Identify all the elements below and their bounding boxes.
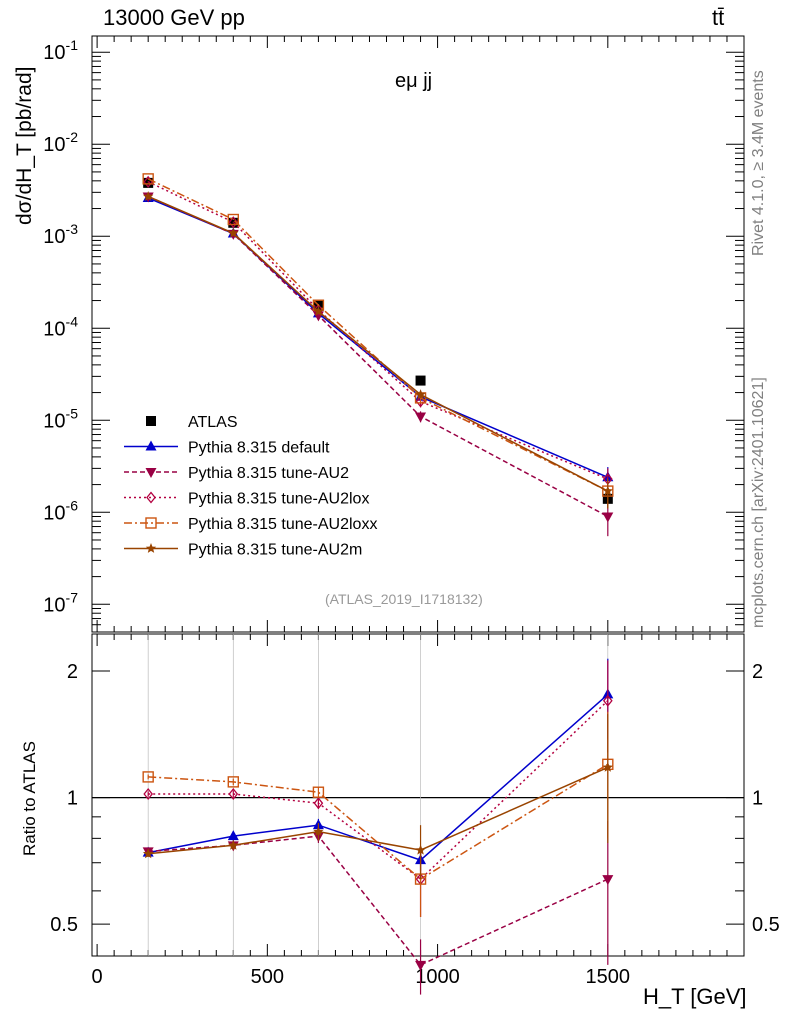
energy-label: 13000 GeV pp xyxy=(103,5,245,30)
series-main-series-0 xyxy=(143,177,613,509)
data-point xyxy=(602,512,614,523)
ratio-y-axis-title-text: Ratio to ATLAS xyxy=(20,741,39,856)
data-point xyxy=(227,776,239,788)
series-line xyxy=(148,700,609,881)
legend-entry: Pythia 8.315 tune-AU2lox xyxy=(124,491,369,508)
legend-marker xyxy=(145,543,157,553)
legend-marker xyxy=(146,416,156,426)
legend-marker xyxy=(145,468,157,478)
legend-entry: ATLAS xyxy=(146,414,238,431)
series-main-series-2 xyxy=(142,192,614,537)
data-point xyxy=(228,839,239,850)
series-line xyxy=(147,197,609,478)
data-point xyxy=(313,306,324,316)
data-point xyxy=(602,875,614,886)
main-y-tick-exponent: -5 xyxy=(66,405,79,421)
legend-marker xyxy=(145,440,157,451)
legend-label: Pythia 8.315 default xyxy=(188,440,330,457)
legend-label: Pythia 8.315 tune-AU2 xyxy=(188,465,349,482)
data-point xyxy=(142,771,154,783)
data-point xyxy=(415,375,426,386)
ratio-y-tick-label-right: 1 xyxy=(752,788,763,810)
data-point xyxy=(313,826,324,837)
main-y-tick-label: 10-4 xyxy=(43,313,78,340)
x-tick-label: 1000 xyxy=(415,966,460,988)
data-point xyxy=(415,844,426,855)
series-ratio-series-4 xyxy=(142,714,613,880)
legend-label: Pythia 8.315 tune-AU2loxx xyxy=(188,516,377,533)
main-y-tick-exponent: -2 xyxy=(66,129,79,145)
main-y-tick-label: 10-2 xyxy=(43,129,78,156)
legend-entry: Pythia 8.315 tune-AU2m xyxy=(124,542,362,559)
ratio-y-axis-title: Ratio to ATLAS xyxy=(20,741,40,856)
legend-marker xyxy=(145,517,157,529)
series-ratio-series-2 xyxy=(143,660,613,918)
ratio-frame xyxy=(91,633,745,957)
main-y-tick-exponent: -1 xyxy=(66,37,79,53)
x-axis-title: H_T [GeV] xyxy=(643,984,747,1009)
process-label: tt̄ xyxy=(712,5,725,30)
legend-entry: Pythia 8.315 tune-AU2loxx xyxy=(124,516,377,533)
legend-entry: Pythia 8.315 default xyxy=(124,440,330,457)
main-y-tick-exponent: -3 xyxy=(66,221,79,237)
data-point xyxy=(227,830,239,841)
data-point xyxy=(228,227,239,238)
legend-marker xyxy=(146,491,156,504)
ratio-y-tick-label-right: 0.5 xyxy=(752,914,780,936)
analysis-label: (ATLAS_2019_I1718132) xyxy=(325,591,483,607)
x-tick-label: 0 xyxy=(92,966,103,988)
legend-entry: Pythia 8.315 tune-AU2 xyxy=(124,465,349,482)
series-line xyxy=(148,835,609,966)
ratio-y-tick-label: 2 xyxy=(67,661,78,683)
series-ratio-series-3 xyxy=(142,711,614,918)
main-y-tick-exponent: -6 xyxy=(66,497,79,513)
legend-label: ATLAS xyxy=(188,414,238,431)
main-y-tick-label: 10-3 xyxy=(43,221,78,248)
data-point xyxy=(143,177,154,188)
main-y-tick-label: 10-1 xyxy=(43,37,78,64)
data-point xyxy=(415,412,427,423)
data-point xyxy=(602,485,613,496)
main-y-axis-title-text: dσ/dH_T [pb/rad] xyxy=(13,66,36,226)
legend-label: Pythia 8.315 tune-AU2lox xyxy=(188,491,369,508)
data-point xyxy=(415,389,426,400)
ratio-y-tick-label-right: 2 xyxy=(752,661,763,683)
series-ratio-series-0 xyxy=(142,658,614,871)
data-point xyxy=(228,787,239,801)
data-point xyxy=(602,761,613,772)
series-main-series-5 xyxy=(142,191,613,509)
data-point xyxy=(142,191,154,201)
main-y-tick-label: 10-7 xyxy=(43,589,78,616)
data-point xyxy=(602,694,613,707)
data-point xyxy=(143,787,154,801)
channel-label: eμ jj xyxy=(395,70,433,92)
data-point xyxy=(313,797,324,810)
data-point xyxy=(415,960,427,971)
ratio-y-tick-label: 1 xyxy=(67,788,78,810)
x-tick-label: 500 xyxy=(251,966,284,988)
data-point xyxy=(228,216,239,229)
main-y-tick-label: 10-6 xyxy=(43,497,78,524)
main-y-tick-label: 10-5 xyxy=(43,405,78,432)
ratio-y-tick-label: 0.5 xyxy=(50,914,78,936)
rivet-label: Rivet 4.1.0, ≥ 3.4M events xyxy=(750,70,767,256)
mcplots-label: mcplots.cern.ch [arXiv:2401.10621] xyxy=(750,377,767,628)
main-frame xyxy=(91,35,745,633)
data-point xyxy=(142,173,154,185)
main-y-axis-title: dσ/dH_T [pb/rad] xyxy=(13,67,37,226)
series-line xyxy=(148,763,609,881)
data-point xyxy=(312,786,325,798)
data-point xyxy=(227,213,239,226)
data-point xyxy=(142,848,154,859)
legend-label: Pythia 8.315 tune-AU2m xyxy=(188,542,362,559)
x-tick-label: 1500 xyxy=(586,966,631,988)
series-line xyxy=(148,693,609,861)
main-y-tick-exponent: -4 xyxy=(66,313,79,329)
main-y-tick-exponent: -7 xyxy=(66,589,79,605)
